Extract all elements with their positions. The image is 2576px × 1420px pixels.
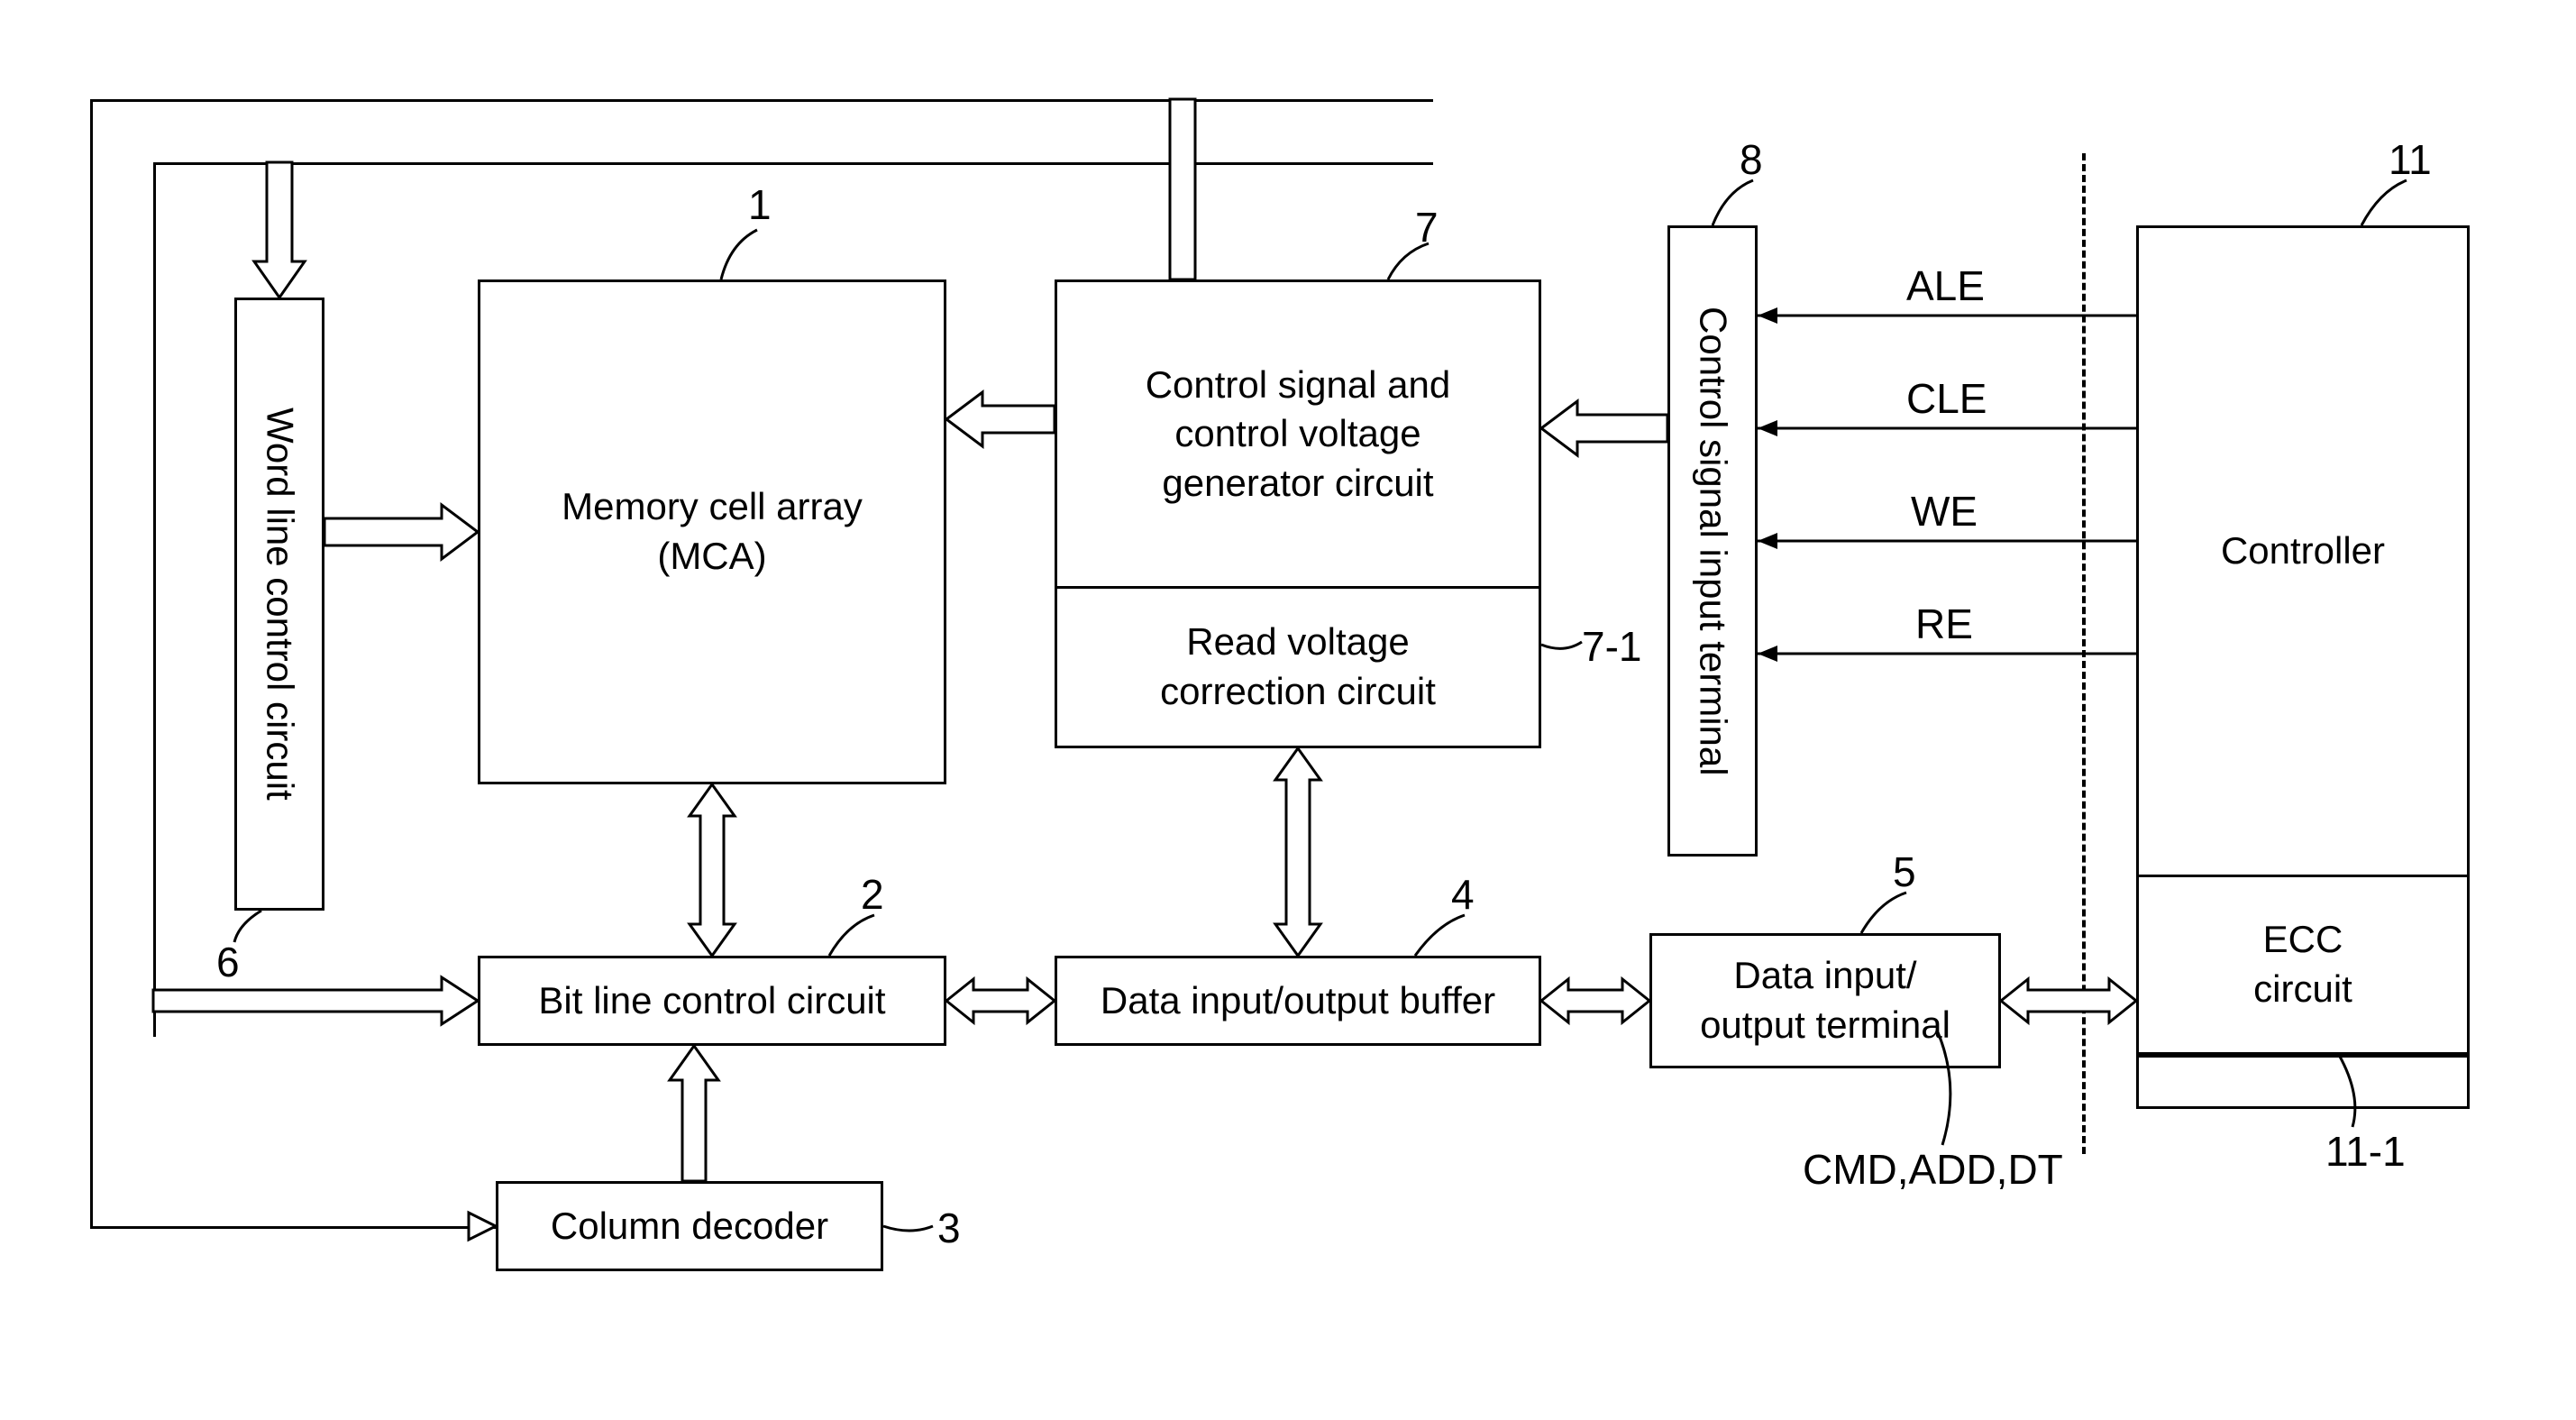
leader-11 (2361, 180, 2411, 230)
csvg-label: Control signal andcontrol voltagegenerat… (1137, 352, 1460, 518)
arrow-csvg-up-left (1154, 99, 1211, 279)
arrow-frame-to-wlc (251, 162, 308, 298)
ref-4: 4 (1451, 870, 1475, 919)
block-word-line-control: Word line control circuit (234, 298, 324, 911)
arrow-csit-to-csvg (1541, 397, 1667, 460)
ref-8: 8 (1740, 135, 1763, 184)
signal-bus: CMD,ADD,DT (1803, 1145, 2063, 1194)
frame-left (90, 99, 93, 1226)
bit-line-control-label: Bit line control circuit (529, 967, 894, 1035)
block-ecc-strip (2136, 1055, 2470, 1109)
arrow-re (1758, 645, 2136, 663)
signal-ale: ALE (1906, 261, 1985, 310)
leader-3 (883, 1217, 937, 1244)
ref-11-1: 11-1 (2325, 1127, 2406, 1176)
ref-3: 3 (937, 1204, 961, 1252)
arrow-wlc-to-mca (324, 500, 478, 563)
arrow-frame-to-cd (90, 1204, 496, 1249)
block-column-decoder: Column decoder (496, 1181, 883, 1271)
arrow-diob-diot (1541, 974, 1649, 1028)
arrow-mca-blc (681, 784, 744, 956)
csit-label: Control signal input terminal (1679, 298, 1747, 785)
arrow-rvc-diob (1266, 748, 1329, 956)
arrow-cle (1758, 419, 2136, 437)
ref-1: 1 (748, 180, 772, 229)
controller-label: Controller (2212, 518, 2394, 585)
signal-re: RE (1915, 600, 1973, 648)
block-csvg: Control signal andcontrol voltagegenerat… (1055, 279, 1541, 586)
ref-11: 11 (2389, 135, 2432, 184)
ref-5: 5 (1893, 847, 1916, 896)
column-decoder-label: Column decoder (542, 1193, 837, 1260)
leader-11-1 (2339, 1055, 2384, 1131)
dio-terminal-label: Data input/output terminal (1691, 942, 1959, 1058)
leader-5 (1861, 893, 1915, 938)
arrow-frame-to-blc (153, 974, 478, 1028)
block-ecc: ECCcircuit (2136, 875, 2470, 1055)
leader-1 (721, 230, 775, 284)
arrow-ale (1758, 307, 2136, 325)
ref-2: 2 (861, 870, 884, 919)
leader-8 (1713, 180, 1762, 230)
arrow-diot-ctrl (2001, 974, 2136, 1028)
dio-buffer-label: Data input/output buffer (1092, 967, 1504, 1035)
arrow-blc-diob (946, 974, 1055, 1028)
frame-inner-top (153, 162, 1433, 165)
block-csit: Control signal input terminal (1667, 225, 1758, 857)
ref-7-1: 7-1 (1582, 622, 1641, 671)
block-dio-buffer: Data input/output buffer (1055, 956, 1541, 1046)
leader-bus (1938, 1032, 1974, 1150)
frame-top (90, 99, 1433, 102)
block-bit-line-control: Bit line control circuit (478, 956, 946, 1046)
ecc-label: ECCcircuit (2244, 906, 2361, 1022)
leader-7 (1388, 243, 1438, 284)
leader-4 (1415, 915, 1469, 960)
signal-cle: CLE (1906, 374, 1987, 423)
arrow-we (1758, 532, 2136, 550)
block-memory-cell-array: Memory cell array(MCA) (478, 279, 946, 784)
block-rvc: Read voltagecorrection circuit (1055, 586, 1541, 748)
signal-we: WE (1911, 487, 1978, 536)
frame-inner-v (153, 162, 156, 1037)
arrow-csvg-to-mca (946, 388, 1055, 451)
arrow-cd-to-blc (662, 1046, 726, 1181)
rvc-label: Read voltagecorrection circuit (1151, 609, 1445, 725)
block-controller: Controller (2136, 225, 2470, 875)
leader-6 (234, 911, 279, 947)
leader-7-1 (1541, 631, 1586, 658)
word-line-control-label: Word line control circuit (246, 399, 314, 810)
memory-cell-array-label: Memory cell array(MCA) (553, 473, 872, 590)
leader-2 (829, 915, 883, 960)
